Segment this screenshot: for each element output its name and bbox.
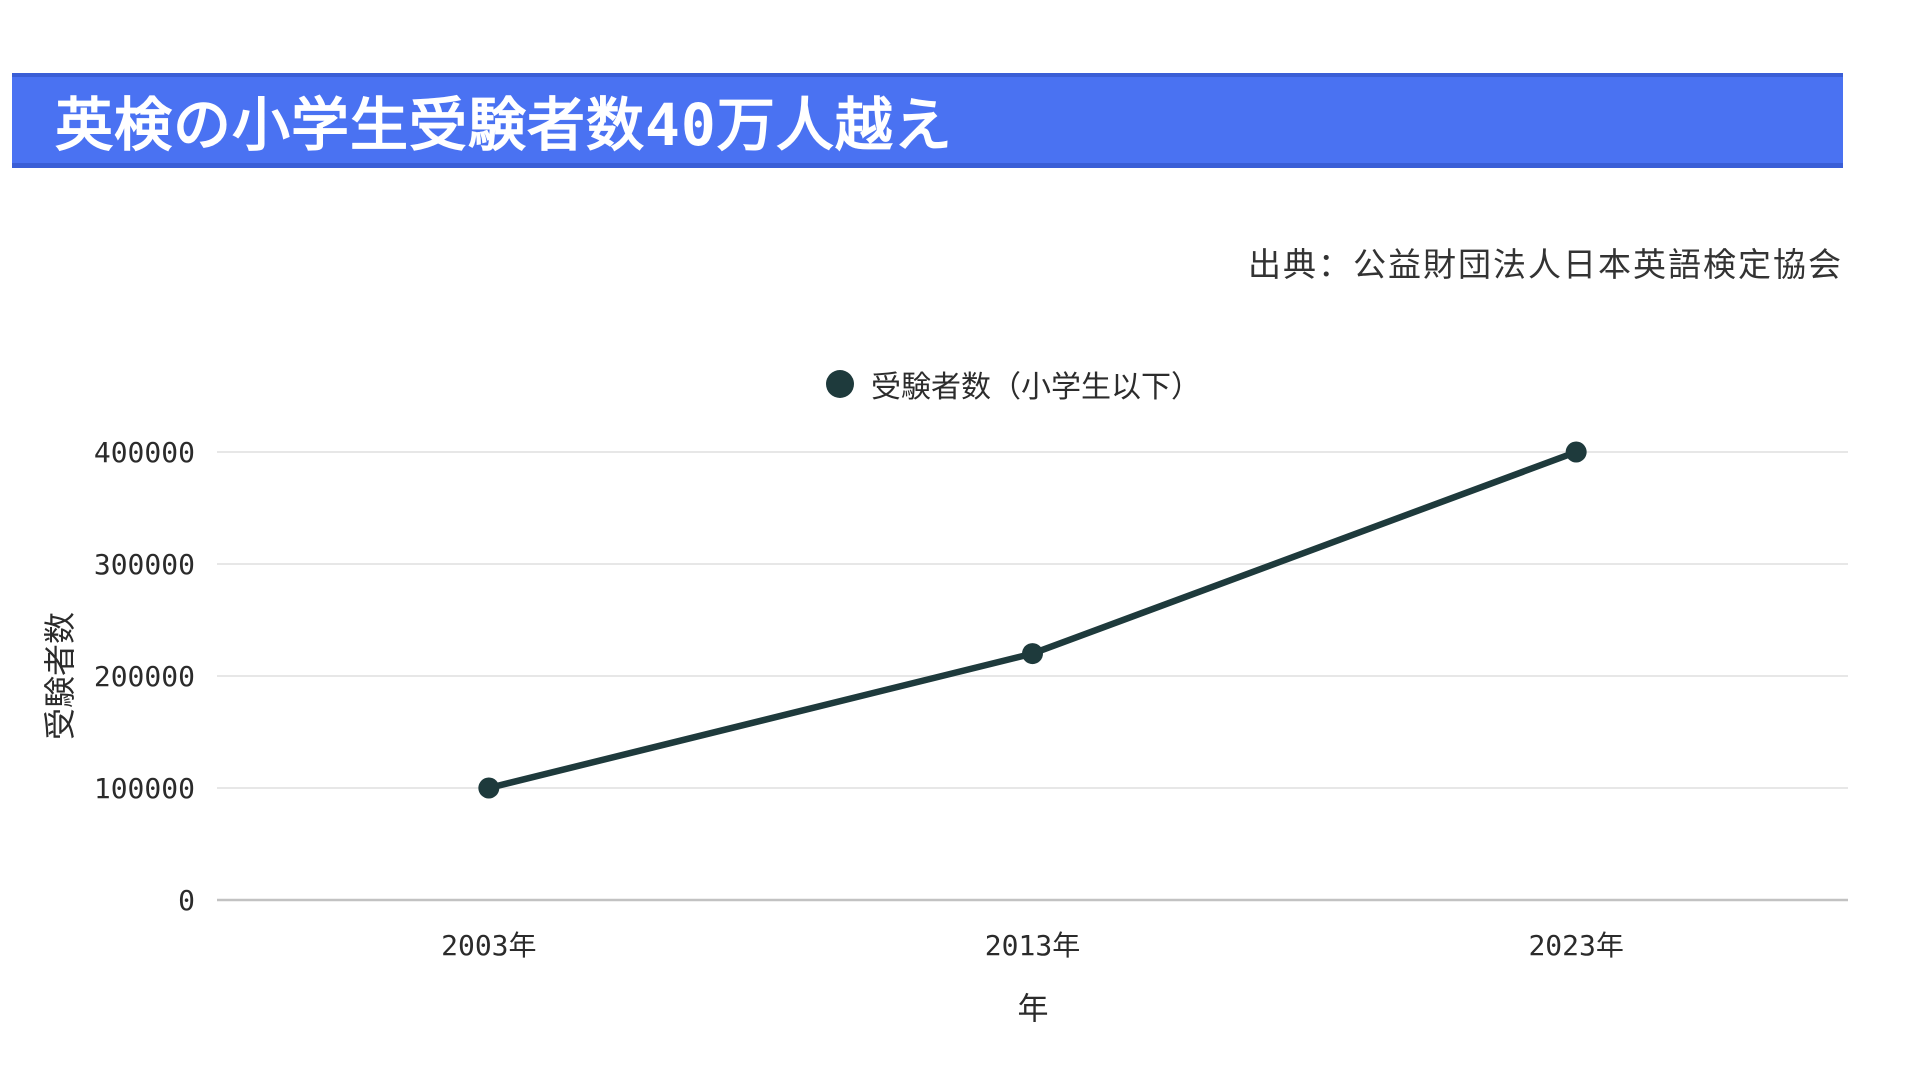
data-point [1022, 643, 1043, 665]
y-axis-title: 受験者数 [42, 611, 78, 741]
source-attribution: 出典：公益財団法人日本英語検定協会 [1248, 245, 1843, 284]
title-banner: 英検の小学生受験者数40万人越え [12, 73, 1843, 168]
data-point [478, 777, 500, 799]
y-tick-label: 200000 [94, 660, 195, 693]
x-tick-label: 2003年 [441, 929, 536, 962]
y-tick-label: 300000 [94, 548, 195, 581]
x-axis-title: 年 [1017, 991, 1049, 1027]
y-tick-label: 400000 [94, 436, 195, 469]
legend-label: 受験者数（小学生以下） [871, 371, 1201, 404]
x-tick-label: 2023年 [1528, 929, 1623, 962]
y-tick-label: 100000 [94, 772, 195, 805]
chart-legend: 受験者数（小学生以下） [826, 362, 1201, 406]
legend-dot-icon [826, 370, 854, 398]
x-tick-label: 2013年 [985, 929, 1080, 962]
y-tick-label: 0 [178, 884, 195, 917]
data-line [485, 448, 1580, 792]
page-title: 英検の小学生受験者数40万人越え [55, 91, 953, 159]
data-point [1565, 441, 1587, 463]
